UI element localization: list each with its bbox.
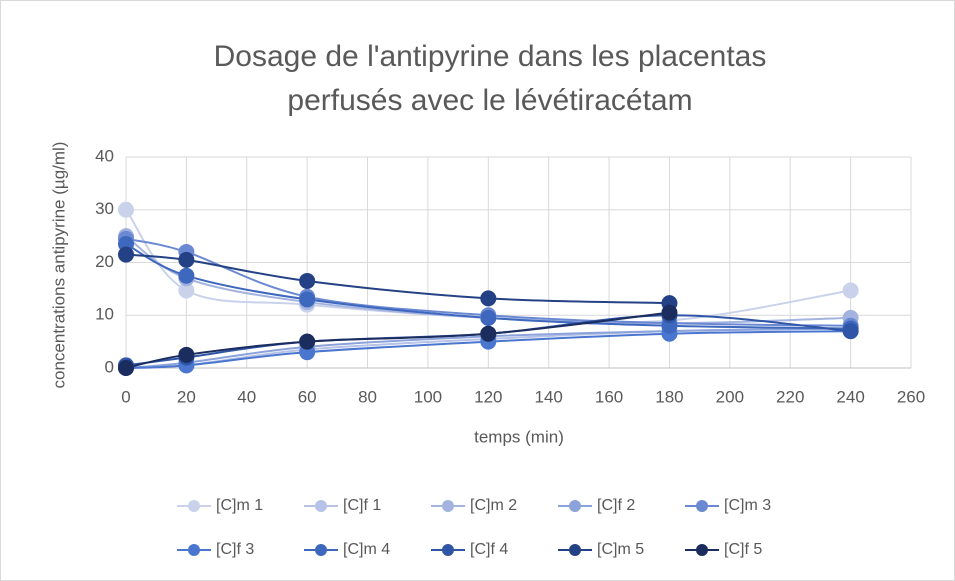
data-point: [118, 360, 134, 376]
data-point: [178, 346, 195, 363]
legend-label: [C]f 3: [216, 541, 254, 558]
x-tick-label: 180: [655, 387, 683, 406]
legend-label: [C]f 5: [724, 541, 762, 558]
data-point: [118, 246, 134, 263]
x-tick-label: 20: [177, 387, 196, 406]
data-point: [178, 251, 195, 268]
y-tick-label: 20: [95, 252, 114, 271]
y-axis-title: concentrations antipyrine (µg/ml): [49, 142, 68, 389]
y-tick-label: 40: [95, 146, 114, 165]
x-tick-label: 220: [776, 387, 804, 406]
legend-marker: [569, 500, 581, 512]
chart-title: Dosage de l'antipyrine dans les placenta…: [214, 40, 767, 73]
x-tick-label: 140: [535, 387, 563, 406]
x-tick-label: 0: [121, 387, 130, 406]
data-point: [480, 309, 497, 326]
legend-marker: [188, 500, 200, 512]
legend-label: [C]f 4: [470, 541, 508, 558]
legend-marker: [315, 500, 327, 512]
data-point: [118, 201, 134, 218]
data-point: [480, 290, 497, 307]
legend-label: [C]m 3: [724, 497, 771, 514]
x-tick-label: 100: [414, 387, 442, 406]
x-tick-label: 120: [474, 387, 502, 406]
series-line: [125, 237, 851, 327]
data-point: [842, 323, 859, 340]
legend-label: [C]f 1: [343, 497, 381, 514]
legend-marker: [315, 544, 327, 556]
chart-title: perfusés avec le lévétiracétam: [287, 84, 692, 117]
x-tick-label: 240: [836, 387, 864, 406]
data-point: [480, 325, 497, 342]
legend-marker: [188, 544, 200, 556]
legend-label: [C]m 1: [216, 497, 263, 514]
legend-marker: [442, 544, 454, 556]
y-tick-label: 0: [105, 357, 114, 376]
legend-marker: [442, 500, 454, 512]
data-point: [299, 291, 316, 308]
y-tick-label: 10: [95, 305, 114, 324]
legend-marker: [569, 544, 581, 556]
data-point: [299, 272, 316, 289]
data-point: [299, 333, 316, 350]
legend-marker: [696, 544, 708, 556]
x-tick-label: 40: [237, 387, 256, 406]
y-tick-label: 30: [95, 199, 114, 218]
data-point: [178, 267, 195, 284]
legend-label: [C]m 4: [343, 541, 390, 558]
x-tick-label: 200: [716, 387, 744, 406]
legend-label: [C]m 2: [470, 497, 517, 514]
data-point: [661, 304, 678, 321]
x-tick-label: 60: [298, 387, 317, 406]
legend-marker: [696, 500, 708, 512]
legend-label: [C]m 5: [597, 541, 644, 558]
data-point: [842, 282, 859, 299]
x-tick-label: 160: [595, 387, 623, 406]
x-axis-title: temps (min): [474, 427, 564, 446]
x-tick-label: 80: [358, 387, 377, 406]
x-tick-label: 260: [897, 387, 925, 406]
legend-label: [C]f 2: [597, 497, 635, 514]
